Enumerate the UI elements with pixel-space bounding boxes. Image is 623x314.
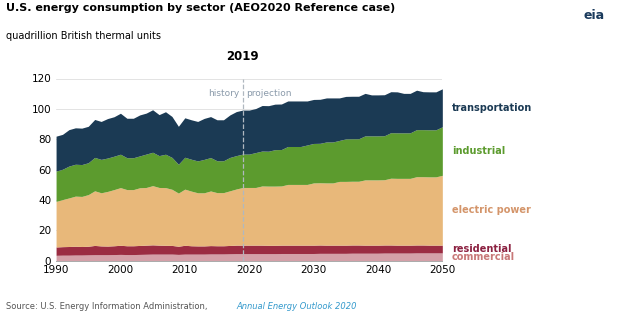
Text: electric power: electric power: [452, 205, 531, 215]
Text: residential: residential: [452, 244, 511, 254]
Text: projection: projection: [246, 89, 292, 98]
Text: Source: U.S. Energy Information Administration,: Source: U.S. Energy Information Administ…: [6, 302, 211, 311]
Text: 2019: 2019: [226, 50, 259, 63]
Text: history: history: [208, 89, 239, 98]
Text: industrial: industrial: [452, 146, 505, 156]
Text: eia: eia: [583, 9, 604, 22]
Text: transportation: transportation: [452, 103, 532, 113]
Text: commercial: commercial: [452, 252, 515, 262]
Text: U.S. energy consumption by sector (AEO2020 Reference case): U.S. energy consumption by sector (AEO20…: [6, 3, 396, 13]
Text: quadrillion British thermal units: quadrillion British thermal units: [6, 31, 161, 41]
Text: Annual Energy Outlook 2020: Annual Energy Outlook 2020: [237, 302, 357, 311]
